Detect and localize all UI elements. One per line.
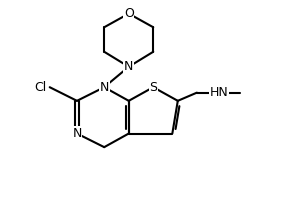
Text: Cl: Cl — [35, 81, 47, 94]
Text: N: N — [72, 127, 82, 140]
Text: O: O — [124, 7, 134, 20]
Text: N: N — [100, 81, 109, 94]
Text: N: N — [124, 60, 133, 73]
Text: S: S — [149, 81, 157, 94]
Text: HN: HN — [209, 86, 228, 99]
